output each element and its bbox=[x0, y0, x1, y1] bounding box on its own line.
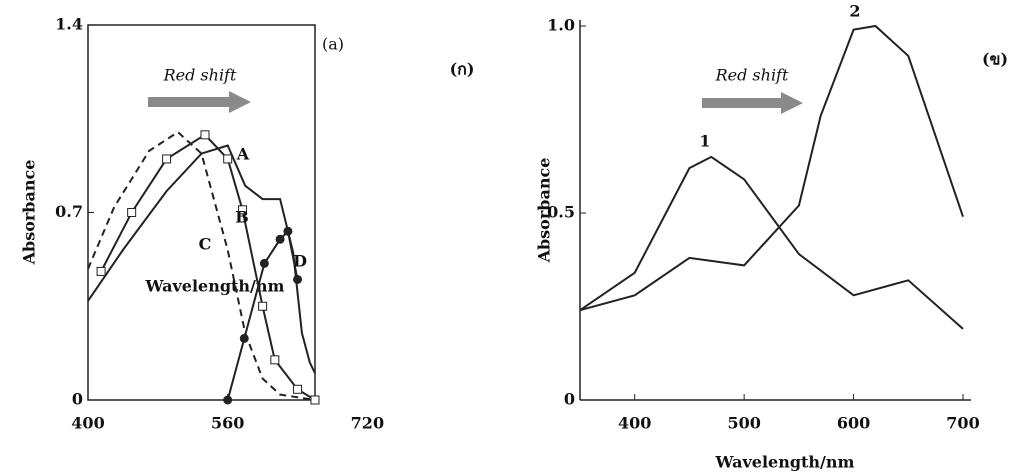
x-tick-label: 400 bbox=[618, 414, 651, 433]
series-label: A bbox=[236, 145, 250, 164]
x-tick-label: 600 bbox=[837, 414, 870, 433]
label-bg bbox=[125, 274, 303, 300]
marker bbox=[238, 205, 248, 215]
marker bbox=[223, 395, 233, 405]
marker bbox=[293, 384, 303, 394]
series-label: 2 bbox=[849, 2, 860, 21]
marker bbox=[239, 333, 249, 343]
x-tick-label: 500 bbox=[727, 414, 760, 433]
panel-label: (a) bbox=[322, 35, 344, 54]
marker bbox=[293, 274, 303, 284]
y-tick-label: 0 bbox=[564, 390, 575, 409]
marker bbox=[310, 395, 320, 405]
marker bbox=[162, 154, 172, 164]
x-axis-label: Wavelength/nm bbox=[715, 453, 855, 472]
marker bbox=[259, 258, 269, 268]
x-axis-label: Wavelength/nm bbox=[145, 277, 285, 296]
line bbox=[100, 133, 316, 401]
y-axis-label: Absorbance bbox=[535, 158, 554, 264]
y-tick-label: 1.4 bbox=[55, 15, 83, 34]
marker bbox=[275, 234, 285, 244]
y-tick-label: 0.5 bbox=[547, 203, 575, 222]
x-tick-label: 720 bbox=[351, 414, 384, 433]
y-tick-label: 0 bbox=[72, 390, 83, 409]
marker bbox=[96, 266, 106, 276]
line bbox=[87, 130, 316, 401]
marker bbox=[283, 226, 293, 236]
series-label: C bbox=[199, 235, 212, 254]
marker bbox=[200, 130, 210, 140]
series-label: D bbox=[293, 252, 307, 271]
series-label: 1 bbox=[699, 132, 710, 151]
annotation: Red shift bbox=[715, 66, 789, 85]
y-axis-label: Absorbance bbox=[20, 160, 39, 266]
marker bbox=[127, 208, 137, 217]
x-tick-label: 400 bbox=[71, 414, 104, 433]
x-tick-label: 560 bbox=[211, 414, 244, 433]
line bbox=[87, 144, 316, 374]
line bbox=[226, 229, 299, 401]
annotation: Red shift bbox=[163, 66, 237, 85]
side-label: (ข) bbox=[982, 50, 1008, 69]
side-label: (ก) bbox=[450, 60, 475, 79]
line bbox=[579, 155, 964, 330]
marker bbox=[270, 355, 280, 365]
x-tick-label: 700 bbox=[946, 414, 979, 433]
line bbox=[579, 24, 964, 312]
marker bbox=[223, 154, 233, 164]
marker bbox=[258, 301, 268, 311]
series-label: B bbox=[235, 208, 249, 227]
y-tick-label: 1.0 bbox=[547, 16, 575, 35]
y-tick-label: 0.7 bbox=[55, 202, 83, 221]
